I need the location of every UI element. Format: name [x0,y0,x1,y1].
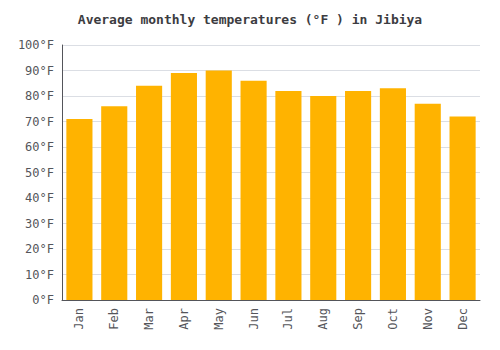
svg-text:Mar: Mar [142,308,156,330]
svg-text:60°F: 60°F [25,140,54,154]
svg-text:40°F: 40°F [25,191,54,205]
svg-text:10°F: 10°F [25,268,54,282]
svg-text:Average monthly temperatures (: Average monthly temperatures (°F ) in Ji… [78,12,423,27]
svg-text:Jul: Jul [281,308,295,330]
svg-text:100°F: 100°F [18,38,54,52]
svg-text:90°F: 90°F [25,64,54,78]
svg-text:Feb: Feb [107,308,121,330]
svg-text:70°F: 70°F [25,115,54,129]
svg-text:Dec: Dec [456,308,470,330]
svg-text:Jan: Jan [72,308,86,330]
svg-text:80°F: 80°F [25,89,54,103]
svg-text:20°F: 20°F [25,242,54,256]
svg-text:May: May [212,308,226,330]
svg-text:Apr: Apr [177,308,191,330]
svg-text:Oct: Oct [386,308,400,330]
svg-text:30°F: 30°F [25,217,54,231]
svg-text:Jun: Jun [247,308,261,330]
svg-text:Aug: Aug [316,308,330,330]
svg-text:50°F: 50°F [25,166,54,180]
svg-text:Nov: Nov [421,308,435,330]
svg-text:Sep: Sep [351,308,365,330]
svg-text:0°F: 0°F [32,293,54,307]
